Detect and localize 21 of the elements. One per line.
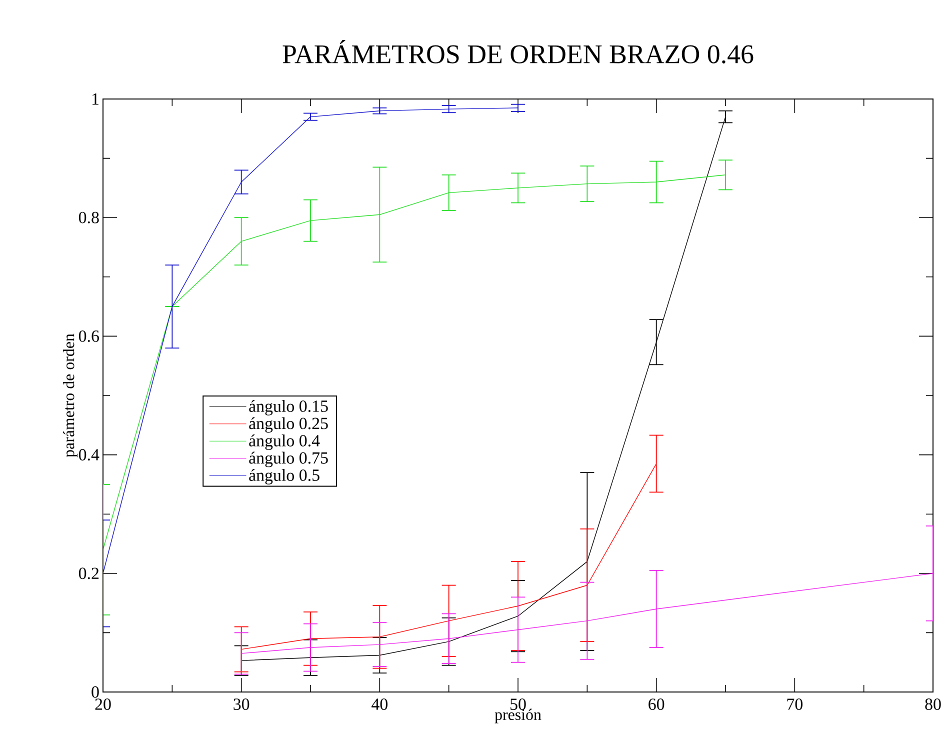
y-tick-label: 0.8	[78, 212, 99, 224]
y-tick-label: 0.6	[78, 330, 99, 342]
chart-title: PARÁMETROS DE ORDEN BRAZO 0.46	[282, 40, 754, 64]
x-tick-label: 30	[234, 698, 250, 710]
legend-label: ángulo 0.4	[249, 434, 320, 450]
x-tick-label: 70	[787, 698, 803, 710]
x-axis-title: presión	[494, 708, 542, 724]
x-tick-label: 20	[95, 698, 111, 710]
y-axis-title: parámetro de orden	[63, 334, 78, 458]
y-tick-label: 1	[92, 93, 98, 105]
x-tick-label: 50	[510, 698, 526, 710]
y-tick-label: 0.2	[78, 568, 99, 580]
y-tick-label: 0.4	[78, 449, 100, 461]
legend-label: ángulo 0.25	[249, 417, 328, 433]
legend-label: ángulo 0.5	[249, 469, 320, 484]
x-tick-label: 60	[648, 698, 664, 710]
x-tick-label: 80	[925, 698, 941, 710]
x-tick-label: 40	[372, 698, 388, 710]
legend-label: ángulo 0.75	[249, 452, 328, 468]
y-tick-label: 0	[92, 686, 99, 698]
legend-label: ángulo 0.15	[249, 400, 328, 416]
